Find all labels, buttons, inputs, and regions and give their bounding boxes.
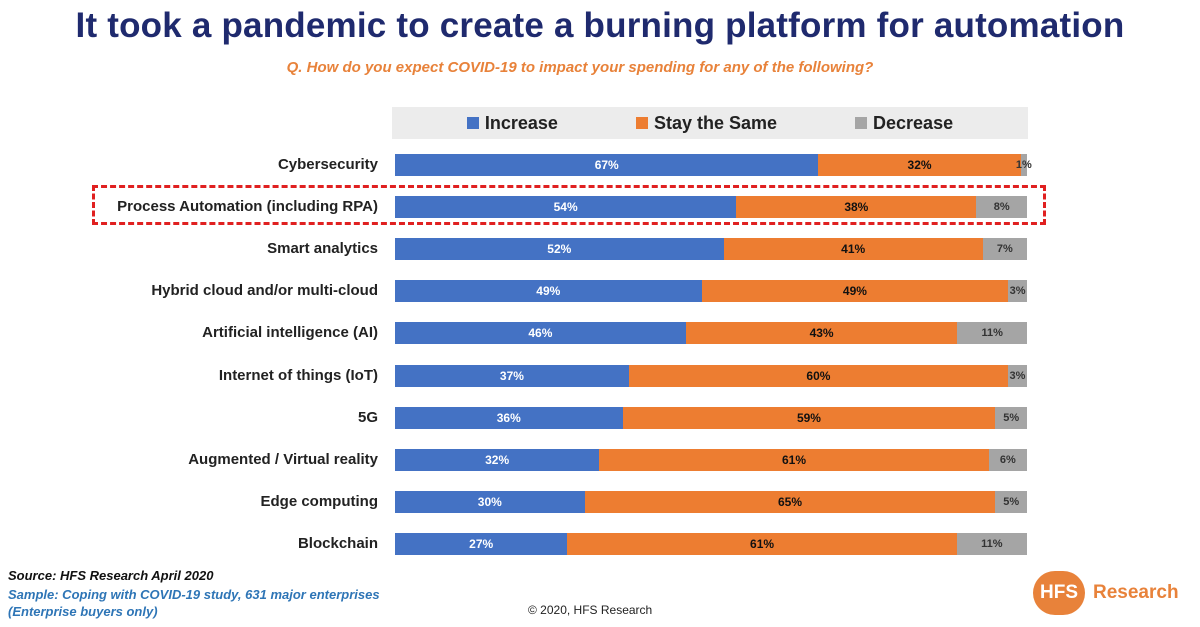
chart-subtitle: Q. How do you expect COVID-19 to impact … (286, 59, 874, 76)
bar-segment-same: 32% (818, 154, 1021, 176)
category-label: Augmented / Virtual reality (188, 450, 378, 468)
bar-row: 67% 32% 1% (395, 154, 1032, 176)
bar-segment-same: 43% (685, 322, 958, 345)
legend-label-increase: Increase (484, 112, 558, 133)
bar-segment-increase: 27% (395, 532, 568, 555)
hfs-logo: HFS Research (1033, 571, 1179, 615)
category-label: Blockchain (297, 534, 378, 552)
bar-row: 36% 59% 5% (395, 406, 1027, 429)
bar-segment-decrease: 3% (1008, 280, 1027, 303)
category-label: Hybrid cloud and/or multi-cloud (151, 282, 378, 300)
category-label: Cybersecurity (277, 156, 378, 173)
sample-note: Sample: Coping with COVID-19 study, 631 … (8, 586, 408, 620)
legend-item-decrease: Decrease (855, 113, 953, 134)
bar-segment-increase: 30% (395, 490, 585, 513)
bar-segment-same: 60% (628, 364, 1009, 387)
logo-mark: HFS (1033, 571, 1085, 615)
category-label: Artificial intelligence (AI) (202, 324, 378, 342)
bar-row: 52% 41% 7% (395, 238, 1027, 261)
bar-segment-increase: 52% (395, 238, 724, 261)
bar-segment-same: 49% (701, 280, 1009, 303)
legend-swatch-same (635, 117, 648, 129)
bar-segment-increase: 46% (395, 322, 686, 345)
bar-segment-increase: 37% (395, 364, 629, 387)
bar-segment-same: 61% (599, 448, 989, 471)
bar-segment-decrease: 3% (1008, 364, 1027, 387)
bar-segment-decrease: 1% (1016, 154, 1032, 176)
bar-segment-decrease: 5% (995, 406, 1027, 429)
bar-segment-same: 61% (567, 532, 957, 555)
category-label: 5G (357, 408, 378, 426)
bar-row: 37% 60% 3% (395, 364, 1027, 387)
bar-segment-decrease: 6% (988, 448, 1027, 471)
bar-segment-same: 38% (736, 196, 977, 219)
bar-segment-same: 41% (723, 238, 983, 261)
chart-legend: Increase Stay the Same Decrease (392, 107, 1028, 139)
bar-segment-decrease: 8% (976, 196, 1027, 219)
bar-row: 30% 65% 5% (395, 490, 1027, 513)
legend-swatch-decrease (855, 117, 868, 129)
source-note: Source: HFS Research April 2020 (8, 568, 214, 583)
bar-segment-decrease: 5% (995, 490, 1027, 513)
highlight-box (92, 185, 1046, 225)
category-label: Internet of things (IoT) (218, 366, 378, 384)
bar-row: 32% 61% 6% (395, 448, 1027, 471)
legend-label-same: Stay the Same (653, 112, 778, 133)
bar-segment-same: 65% (584, 490, 996, 513)
copyright-note: © 2020, HFS Research (528, 603, 653, 617)
sample-note-line2: (Enterprise buyers only) (8, 604, 158, 619)
sample-note-line1: Sample: Coping with COVID-19 study, 631 … (8, 587, 380, 602)
bar-segment-decrease: 11% (957, 322, 1027, 345)
chart-title: It took a pandemic to create a burning p… (75, 6, 1125, 45)
category-label: Edge computing (260, 492, 379, 510)
legend-label-decrease: Decrease (873, 112, 954, 133)
bar-segment-same: 59% (622, 406, 996, 429)
bar-row: 49% 49% 3% (395, 280, 1027, 303)
bar-segment-decrease: 7% (982, 238, 1027, 261)
bar-segment-increase: 54% (395, 196, 737, 219)
category-label: Smart analytics (267, 240, 378, 258)
logo-text: Research (1093, 582, 1179, 603)
bar-segment-increase: 32% (395, 448, 600, 471)
bar-segment-increase: 67% (395, 154, 819, 176)
category-label: Process Automation (including RPA) (117, 198, 378, 216)
bar-row: 54% 38% 8% (395, 196, 1027, 219)
bar-segment-decrease: 11% (956, 532, 1027, 555)
bar-segment-increase: 49% (395, 280, 702, 303)
bar-row: 27% 61% 11% (395, 532, 1027, 555)
legend-swatch-increase (466, 117, 479, 129)
bar-row: 46% 43% 11% (395, 322, 1027, 345)
bar-segment-increase: 36% (395, 406, 623, 429)
legend-item-same: Stay the Same (635, 112, 778, 134)
legend-item-increase: Increase (466, 112, 558, 134)
